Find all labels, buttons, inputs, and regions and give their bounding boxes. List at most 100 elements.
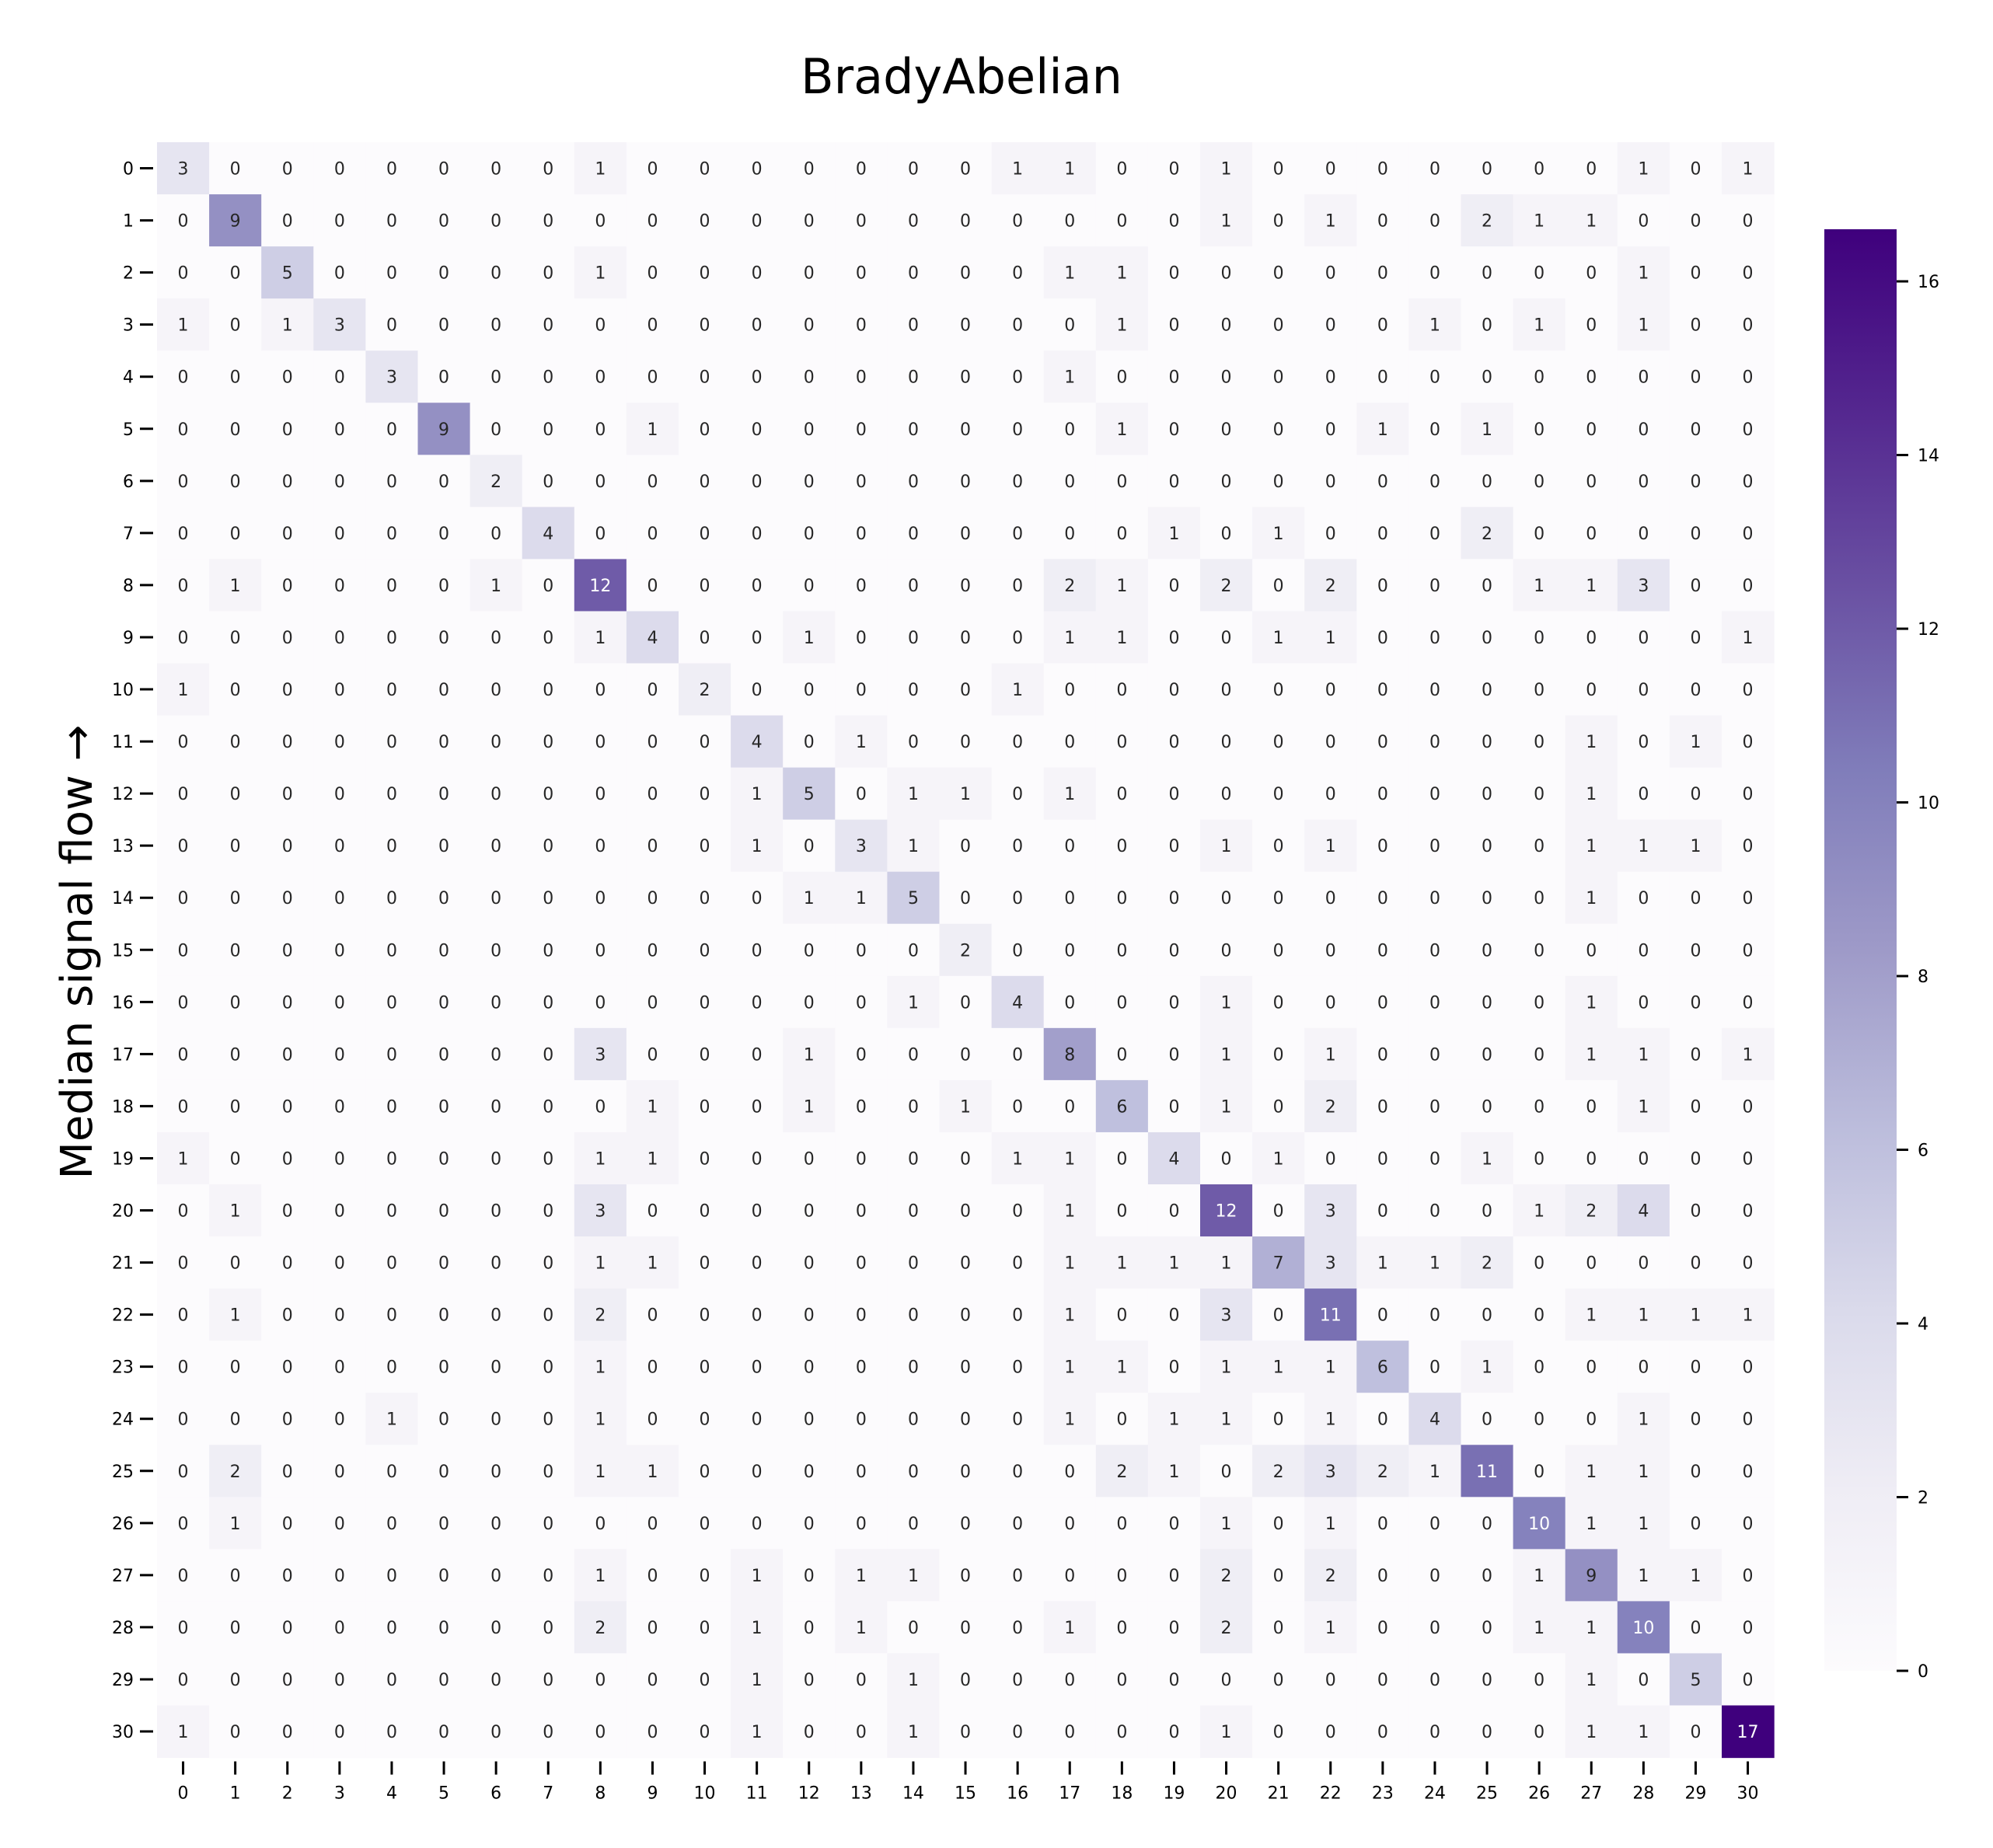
cell-value-label: 0 [543, 889, 553, 908]
heatmap-cell [939, 1653, 993, 1707]
heatmap-cell [522, 350, 575, 403]
heatmap-cell [157, 142, 210, 195]
heatmap-cell [469, 923, 523, 977]
heatmap-cell [939, 507, 993, 560]
heatmap-cell [1095, 1601, 1149, 1654]
cell-value-label: 0 [1325, 160, 1336, 180]
heatmap-cell [835, 455, 888, 507]
heatmap-cell [209, 663, 262, 717]
cell-value-label: 0 [804, 1202, 815, 1222]
heatmap-cell [157, 1027, 210, 1081]
heatmap-cell [1461, 142, 1514, 195]
cell-value-label: 0 [752, 264, 763, 284]
cell-value-label: 0 [178, 1045, 189, 1065]
cell-value-label: 0 [178, 1463, 189, 1482]
cell-value-label: 0 [543, 1358, 553, 1378]
cell-value-label: 0 [1273, 368, 1284, 388]
heatmap-cell [626, 298, 679, 351]
cell-value-label: 0 [543, 1619, 553, 1638]
heatmap-cell [1565, 1184, 1618, 1237]
heatmap-cell [679, 1079, 731, 1133]
heatmap-cell [1408, 1341, 1462, 1393]
heatmap-cell [574, 350, 627, 403]
heatmap-cell [365, 350, 419, 403]
cell-value-label: 1 [1221, 1410, 1232, 1430]
cell-value-label: 0 [1116, 212, 1127, 232]
cell-value-label: 0 [804, 837, 815, 856]
heatmap-cell [887, 715, 941, 769]
heatmap-cell [991, 1497, 1045, 1550]
cell-value-label: 1 [908, 1671, 919, 1690]
heatmap-cell [1461, 767, 1514, 821]
cell-value-label: 0 [1534, 837, 1544, 856]
cell-value-label: 3 [1325, 1254, 1336, 1274]
heatmap-cell [574, 455, 627, 507]
heatmap-cell [313, 1027, 366, 1081]
heatmap-cell [1200, 1393, 1253, 1445]
heatmap-cell [731, 1236, 784, 1289]
heatmap-cell [1617, 507, 1670, 560]
y-tick-label: 1 [123, 212, 134, 232]
heatmap-cell [783, 194, 836, 247]
cell-value-label: 0 [1534, 785, 1544, 804]
heatmap-cell [417, 819, 471, 873]
heatmap-cell [209, 246, 262, 299]
cell-value-label: 0 [1064, 993, 1075, 1013]
heatmap-cell [1304, 403, 1357, 455]
cell-value-label: 0 [700, 1149, 710, 1169]
heatmap-cell [1408, 767, 1462, 821]
cell-value-label: 0 [438, 993, 449, 1013]
heatmap-cell [731, 298, 784, 351]
cell-value-label: 0 [1482, 993, 1492, 1013]
heatmap-cell [522, 1131, 575, 1185]
cell-value-label: 0 [438, 1149, 449, 1169]
cell-value-label: 1 [1586, 1619, 1597, 1638]
cell-value-label: 1 [1116, 1254, 1127, 1274]
heatmap-cell [887, 403, 941, 455]
y-tick-label: 9 [123, 629, 134, 648]
cell-value-label: 0 [960, 1202, 971, 1222]
cell-value-label: 0 [1534, 472, 1544, 492]
heatmap-cell [1304, 1653, 1357, 1707]
x-tick-label: 22 [1320, 1784, 1342, 1804]
cell-value-label: 1 [1638, 1410, 1649, 1430]
cell-value-label: 0 [1429, 420, 1440, 440]
cell-value-label: 0 [752, 212, 763, 232]
cell-value-label: 0 [1534, 525, 1544, 544]
heatmap-cell [1356, 1393, 1409, 1445]
heatmap-cell [939, 559, 993, 612]
heatmap-cell [731, 350, 784, 403]
cell-value-label: 1 [230, 1515, 241, 1534]
cell-value-label: 0 [960, 368, 971, 388]
y-tick-label: 23 [112, 1358, 134, 1378]
heatmap-cell [313, 559, 366, 612]
heatmap-cell [417, 975, 471, 1029]
heatmap-cell [835, 298, 888, 351]
cell-value-label: 0 [960, 1410, 971, 1430]
cell-value-label: 0 [856, 1097, 867, 1117]
heatmap-cell [1617, 1549, 1670, 1602]
cell-value-label: 3 [595, 1045, 606, 1065]
cell-value-label: 0 [752, 941, 763, 961]
x-tick-label: 28 [1632, 1784, 1654, 1804]
heatmap-cell [157, 1445, 210, 1498]
heatmap-cell [679, 1497, 731, 1550]
cell-value-label: 0 [1012, 1515, 1023, 1534]
cell-value-label: 1 [1221, 1723, 1232, 1742]
y-tick-label: 16 [112, 993, 134, 1013]
heatmap-cell [887, 1445, 941, 1498]
cell-value-label: 0 [1638, 368, 1649, 388]
heatmap-cell [1722, 1705, 1775, 1759]
cell-value-label: 0 [1482, 264, 1492, 284]
cell-value-label: 0 [700, 420, 710, 440]
cell-value-label: 0 [334, 1358, 345, 1378]
heatmap-cell [887, 871, 941, 925]
heatmap-cell [469, 1601, 523, 1654]
heatmap-cell [1252, 663, 1305, 717]
cell-value-label: 0 [1482, 1306, 1492, 1326]
heatmap-cell [522, 871, 575, 925]
heatmap-cell [1147, 559, 1201, 612]
heatmap-cell [1722, 507, 1775, 560]
cell-value-label: 1 [1273, 1149, 1284, 1169]
